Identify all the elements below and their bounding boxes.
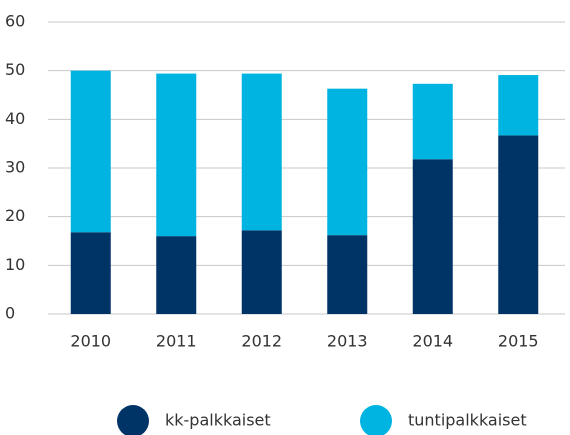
bar-segment (498, 135, 539, 314)
legend-swatch (117, 405, 149, 435)
bar-segment (327, 88, 368, 236)
legend-swatch (360, 405, 392, 435)
bar-segment (241, 230, 282, 314)
y-tick-label: 60 (5, 12, 25, 31)
bar-segment (156, 236, 197, 314)
y-tick-label: 50 (5, 60, 25, 79)
bar-segment (498, 75, 539, 136)
x-tick-label: 2012 (241, 332, 282, 351)
y-tick-label: 0 (5, 304, 15, 323)
bar-segment (412, 159, 453, 314)
x-tick-label: 2014 (412, 332, 453, 351)
x-tick-label: 2010 (70, 332, 111, 351)
y-tick-label: 40 (5, 109, 25, 128)
bar-segment (70, 232, 111, 314)
legend-label: kk-palkkaiset (165, 411, 271, 430)
bar-segment (241, 73, 282, 231)
bar-segment (156, 73, 197, 237)
y-tick-label: 10 (5, 255, 25, 274)
y-tick-label: 20 (5, 206, 25, 225)
bar-segment (412, 83, 453, 160)
x-tick-label: 2015 (498, 332, 539, 351)
x-tick-label: 2013 (327, 332, 368, 351)
legend-label: tuntipalkkaiset (408, 411, 527, 430)
x-tick-label: 2011 (156, 332, 197, 351)
bar-segment (70, 70, 111, 233)
bar-segment (327, 235, 368, 314)
y-tick-label: 30 (5, 158, 25, 177)
